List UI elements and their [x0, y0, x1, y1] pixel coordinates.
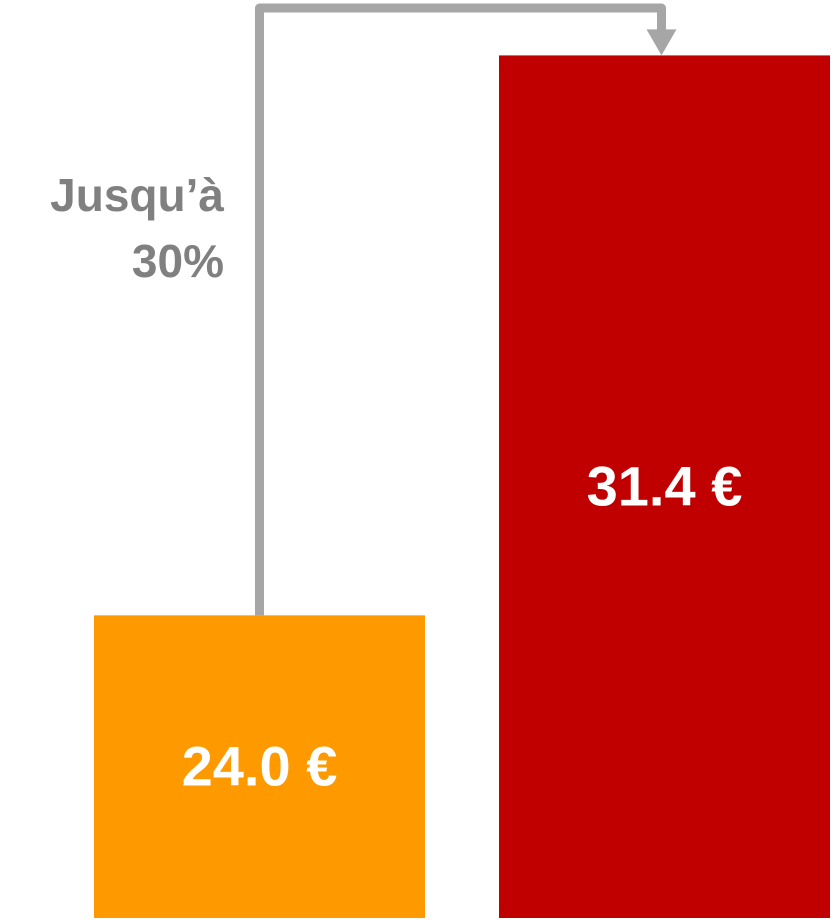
annotation: Jusqu’à 30%	[50, 169, 224, 287]
bar	[499, 55, 830, 918]
value-label: 31.4 €	[587, 454, 743, 517]
value-label: 24.0 €	[182, 734, 338, 797]
connector-arrow	[255, 3, 666, 616]
bar	[94, 615, 425, 918]
arrow-head	[646, 29, 677, 56]
